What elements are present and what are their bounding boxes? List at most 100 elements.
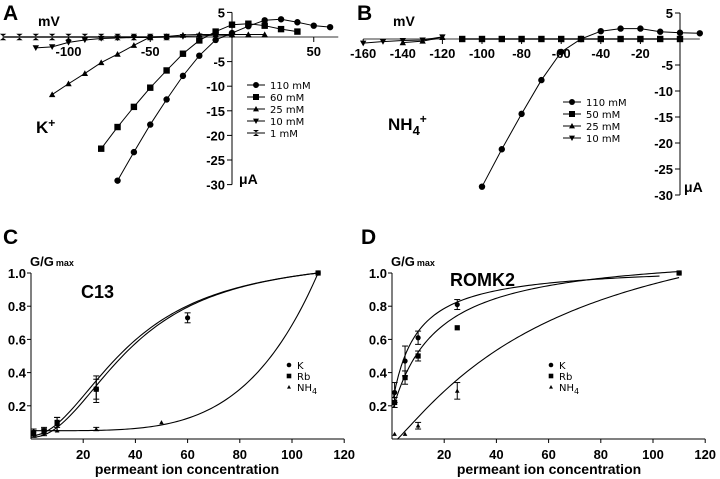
data-point-NH4 xyxy=(31,428,36,433)
data-point xyxy=(147,121,154,128)
data-point xyxy=(98,33,105,41)
x-tick-label: -40 xyxy=(591,46,610,61)
legend-label: K xyxy=(559,361,566,372)
y-tick-label: 0.2 xyxy=(369,399,387,414)
legend-marker xyxy=(548,362,554,368)
data-point-Rb xyxy=(31,431,37,437)
x-tick-label: 100 xyxy=(642,447,664,462)
x-tick-label: -100 xyxy=(55,44,81,59)
data-point-NH4 xyxy=(392,431,397,436)
y-tick-label: 1.0 xyxy=(8,266,26,281)
data-point xyxy=(657,28,664,35)
data-point xyxy=(130,103,138,111)
x-tick-label: 60 xyxy=(180,447,194,462)
data-point-NH4 xyxy=(402,431,408,436)
data-point xyxy=(130,42,138,48)
data-point xyxy=(65,33,72,41)
y-tick-label: 5 xyxy=(218,5,225,20)
panel-d-xlabel: permeant ion concentration xyxy=(457,461,641,477)
data-point xyxy=(114,51,121,57)
y-tick-label: 0.6 xyxy=(369,332,387,347)
data-point-NH4 xyxy=(93,426,99,431)
data-point xyxy=(360,40,367,47)
y-tick-label: -15 xyxy=(206,104,225,119)
data-point xyxy=(147,33,154,41)
panel-letter-a: A xyxy=(3,2,18,25)
fit-curve-0 xyxy=(33,272,319,437)
legend-marker xyxy=(548,373,554,379)
data-point xyxy=(459,35,466,43)
data-point xyxy=(114,177,121,184)
data-point xyxy=(277,25,285,33)
panel-letter-c: C xyxy=(3,226,18,249)
data-point xyxy=(245,20,252,27)
y-tick-label: 1.0 xyxy=(369,266,387,281)
data-point-NH4 xyxy=(159,420,164,425)
data-point xyxy=(81,33,89,41)
fit-curve-2 xyxy=(33,272,319,432)
data-point xyxy=(399,38,406,44)
fit-curve-1 xyxy=(33,272,319,438)
legend-marker xyxy=(253,94,259,100)
data-point-K xyxy=(185,315,191,321)
data-point-Rb xyxy=(415,353,421,359)
data-point xyxy=(261,31,268,38)
y-tick-label: 0.2 xyxy=(8,399,26,414)
data-point xyxy=(228,21,236,28)
x-tick-label: -50 xyxy=(141,44,160,59)
series-line-110-mM xyxy=(481,28,700,187)
x-tick-label: -160 xyxy=(350,46,376,61)
legend-label: Rb xyxy=(297,372,310,383)
data-point xyxy=(617,35,624,43)
data-point xyxy=(163,33,170,41)
x-tick-label: 50 xyxy=(307,44,321,59)
legend-label: K xyxy=(297,361,304,372)
data-point xyxy=(98,59,105,66)
y-tick-label: 0.4 xyxy=(8,366,27,381)
data-point xyxy=(163,67,170,74)
data-point xyxy=(130,148,138,156)
data-point-K xyxy=(402,358,408,364)
x-tick-label: -80 xyxy=(512,46,531,61)
panel-a-ion-label: K+ xyxy=(36,116,55,137)
y-tick-label: -5 xyxy=(213,55,225,70)
y-tick-label: -20 xyxy=(654,136,673,151)
data-point xyxy=(498,35,505,43)
legend-marker xyxy=(253,82,259,88)
legend-label: 10 mM xyxy=(270,117,304,128)
legend-label: 25 mM xyxy=(586,122,620,133)
data-point xyxy=(163,96,170,103)
legend-label: 110 mM xyxy=(270,81,311,92)
data-point xyxy=(538,35,545,43)
x-tick-label: 120 xyxy=(333,447,355,462)
data-point xyxy=(518,110,525,118)
data-point-Rb xyxy=(93,386,99,392)
panel-letter-b: B xyxy=(357,2,372,25)
y-tick-label: 5 xyxy=(666,6,673,21)
data-point xyxy=(657,35,664,43)
legend-marker xyxy=(569,135,575,141)
x-tick-label: 20 xyxy=(76,447,90,462)
data-point xyxy=(419,37,426,44)
data-point xyxy=(16,33,23,41)
panel-c-xlabel: permeant ion concentration xyxy=(95,461,279,477)
data-point-K xyxy=(454,301,460,308)
x-tick-label: 60 xyxy=(541,447,555,462)
data-point-NH4 xyxy=(41,428,47,433)
legend-marker xyxy=(253,130,259,136)
x-tick-label: -20 xyxy=(631,46,650,61)
data-point xyxy=(130,33,138,41)
data-point xyxy=(32,33,39,41)
data-point xyxy=(32,45,39,52)
x-tick-label: 40 xyxy=(489,447,503,462)
x-tick-label: 120 xyxy=(694,447,716,462)
data-point xyxy=(597,35,604,43)
y-tick-label: 0.6 xyxy=(8,332,26,347)
data-point xyxy=(294,19,301,26)
data-point-Rb xyxy=(392,399,398,406)
data-point xyxy=(261,22,268,29)
data-point xyxy=(676,35,684,43)
